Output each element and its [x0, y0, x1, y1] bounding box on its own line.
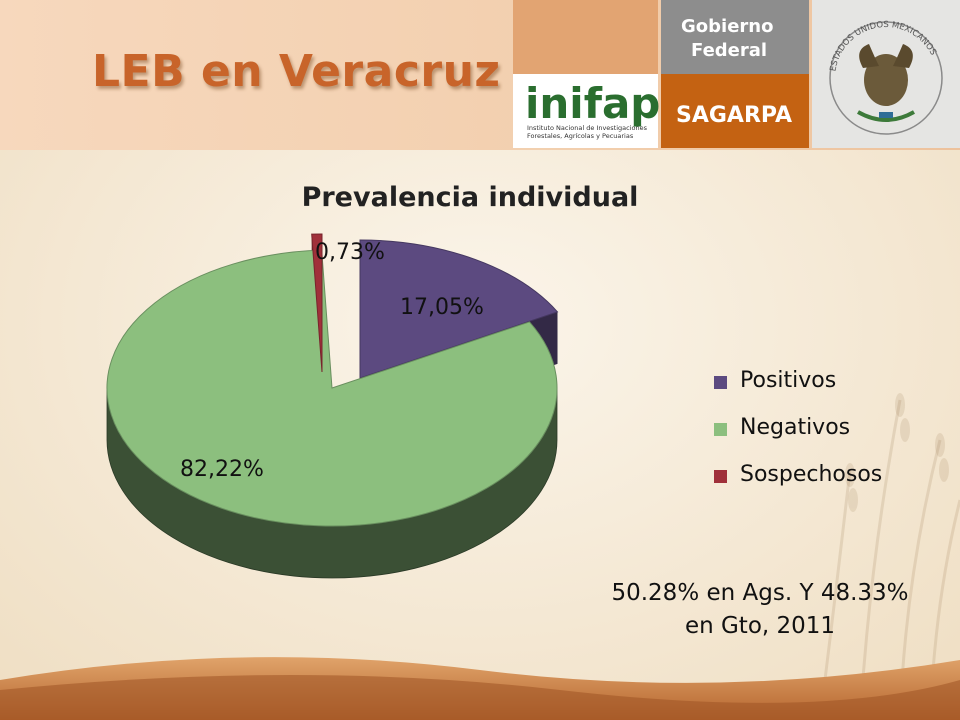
- legend-label-sospechosos: Sospechosos: [740, 462, 883, 487]
- logo-block-tan: [513, 0, 658, 74]
- footnote-line-2: en Gto, 2011: [684, 613, 836, 640]
- legend-item-positivos: Positivos: [714, 368, 882, 415]
- legend-swatch-positivos: [714, 376, 727, 389]
- slice-label-sospechosos: 0,73%: [315, 240, 385, 265]
- eagle-emblem-icon: [857, 44, 915, 122]
- slice-label-positivos: 17,05%: [400, 295, 484, 320]
- footnote: 50.28% en Ags. Y 48.33% en Gto, 2011: [560, 577, 960, 644]
- inifap-caption-1: Instituto Nacional de Investigaciones: [527, 124, 648, 132]
- slide-title: LEB en Veracruz: [92, 46, 501, 97]
- federal-text: Federal: [691, 40, 767, 61]
- legend-item-negativos: Negativos: [714, 415, 882, 462]
- legend-label-negativos: Negativos: [740, 415, 851, 440]
- sagarpa-text: SAGARPA: [676, 103, 792, 128]
- inifap-caption-2: Forestales, Agrícolas y Pecuarias: [527, 132, 634, 140]
- legend-swatch-negativos: [714, 423, 727, 436]
- inifap-logo-block: [513, 74, 658, 148]
- logo-strip: inifap Instituto Nacional de Investigaci…: [513, 0, 960, 148]
- chart-title: Prevalencia individual: [301, 182, 639, 213]
- legend-item-sospechosos: Sospechosos: [714, 462, 882, 509]
- wheat-grains: [845, 393, 949, 512]
- footnote-line-1: 50.28% en Ags. Y 48.33%: [611, 580, 909, 606]
- legend-label-positivos: Positivos: [740, 368, 837, 393]
- sagarpa-logo: [661, 74, 809, 148]
- gobierno-federal-logo: [661, 0, 809, 74]
- inifap-logo-text: inifap: [525, 79, 660, 128]
- seal-ring: [829, 21, 943, 135]
- chart-legend: Positivos Negativos Sospechosos: [714, 368, 882, 509]
- slice-label-negativos: 82,22%: [180, 457, 264, 482]
- gobierno-text: Gobierno: [681, 16, 773, 37]
- legend-swatch-sospechosos: [714, 470, 727, 483]
